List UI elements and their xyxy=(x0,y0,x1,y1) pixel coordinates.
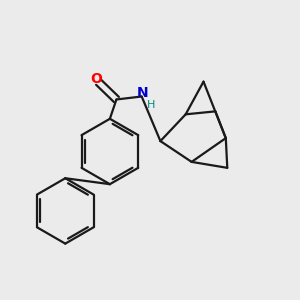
Text: N: N xyxy=(137,86,149,100)
Text: O: O xyxy=(90,72,102,86)
Text: H: H xyxy=(146,100,155,110)
